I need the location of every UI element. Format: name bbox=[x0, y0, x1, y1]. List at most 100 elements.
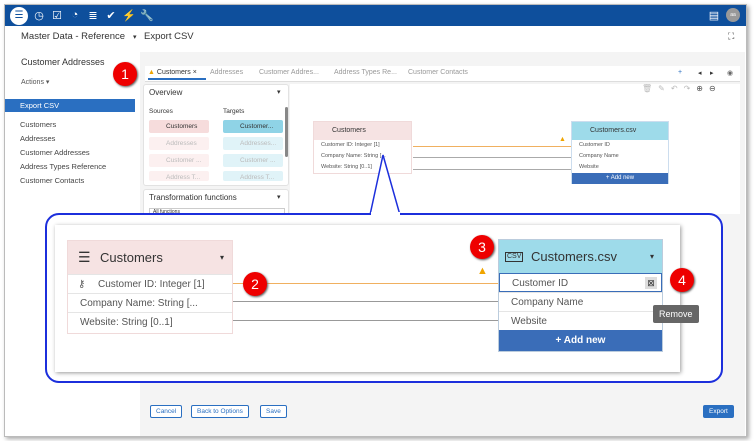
sources-label: Sources bbox=[149, 108, 173, 115]
key-icon: ⚷ bbox=[78, 279, 86, 290]
source-chip[interactable]: Addresses bbox=[149, 137, 209, 150]
export-button[interactable]: Export bbox=[703, 405, 734, 418]
target-field[interactable]: Website bbox=[499, 311, 662, 330]
canvas-toolbar: 🗑✎↶↷⊕⊖ bbox=[642, 84, 722, 93]
target-field[interactable]: Website bbox=[579, 164, 599, 170]
field-text: Customer ID: Integer [1] bbox=[98, 279, 205, 290]
source-chip[interactable]: Customers bbox=[149, 120, 209, 133]
project-name[interactable]: Master Data - Reference bbox=[21, 31, 126, 42]
target-field[interactable]: Customer ID bbox=[579, 142, 610, 148]
remove-tooltip: Remove bbox=[653, 305, 699, 323]
wrench-icon[interactable]: 🔧 bbox=[140, 10, 154, 22]
mapping-line[interactable] bbox=[413, 146, 571, 147]
chevron-down-icon[interactable]: ▾ bbox=[133, 34, 137, 41]
edit-icon[interactable]: ✎ bbox=[658, 84, 671, 93]
clock-icon[interactable]: ◷ bbox=[34, 10, 44, 22]
target-field-selected[interactable]: Customer ID ⊠ bbox=[499, 273, 662, 292]
source-field[interactable]: Website: String [0..1] bbox=[68, 312, 232, 331]
target-chip[interactable]: Address T... bbox=[223, 171, 283, 181]
mapping-line[interactable] bbox=[233, 283, 498, 284]
cancel-button[interactable]: Cancel bbox=[150, 405, 183, 418]
source-field[interactable]: ⚷ Customer ID: Integer [1] bbox=[68, 274, 232, 293]
add-new-button[interactable]: + Add new bbox=[572, 173, 668, 184]
delete-icon[interactable]: 🗑 bbox=[642, 84, 659, 93]
gauge-icon[interactable]: ◔ bbox=[71, 9, 79, 21]
save-button[interactable]: Save bbox=[260, 405, 287, 418]
source-field[interactable]: Customer ID: Integer [1] bbox=[321, 142, 380, 148]
warning-icon: ▲ bbox=[559, 136, 566, 143]
title-text: Customers.csv bbox=[531, 249, 617, 264]
sidebar-item[interactable]: Address Types Reference bbox=[20, 162, 107, 171]
mapping-line[interactable] bbox=[413, 169, 571, 170]
tab-customers[interactable]: ▲ Customers × bbox=[148, 69, 206, 80]
add-new-button[interactable]: + Add new bbox=[499, 330, 662, 351]
chevron-down-icon[interactable]: ▾ bbox=[649, 252, 654, 261]
database-icon[interactable]: ☰ bbox=[10, 7, 28, 25]
mapping-line[interactable] bbox=[413, 157, 571, 158]
fullscreen-icon[interactable]: ⛶ bbox=[728, 31, 735, 41]
scrollbar[interactable] bbox=[285, 107, 288, 157]
source-chip[interactable]: Address T... bbox=[149, 171, 209, 181]
sidebar-item-export-csv[interactable]: Export CSV bbox=[5, 99, 135, 112]
target-field[interactable]: Company Name bbox=[579, 153, 619, 159]
collapse-icon[interactable]: ▾ bbox=[277, 194, 281, 201]
overview-title: Overview bbox=[149, 88, 183, 97]
zoomed-mapping: ☰ Customers ▾ ⚷ Customer ID: Integer [1] Co… bbox=[55, 225, 699, 372]
chevron-down-icon[interactable]: ▾ bbox=[219, 253, 224, 262]
sidebar-item[interactable]: Customer Contacts bbox=[20, 176, 85, 185]
step-badge-2: 2 bbox=[243, 272, 267, 296]
remove-icon[interactable]: ⊠ bbox=[645, 277, 657, 289]
undo-icon[interactable]: ↶ bbox=[670, 84, 684, 93]
collapse-icon[interactable]: ▾ bbox=[277, 89, 281, 96]
sidebar-item[interactable]: Customer Addresses bbox=[20, 148, 90, 157]
tab-addresses[interactable]: Addresses bbox=[210, 69, 244, 76]
checkbox-icon[interactable]: ☑ bbox=[52, 10, 62, 22]
tab-bar: ▲ Customers × Addresses Customer Addres.… bbox=[145, 66, 740, 82]
warning-icon: ▲ bbox=[477, 265, 488, 277]
document-list-icon[interactable]: ▤ bbox=[708, 10, 720, 22]
sidebar-item[interactable]: Customers bbox=[20, 120, 57, 129]
target-chip[interactable]: Addresses... bbox=[223, 137, 283, 150]
actions-label: Actions bbox=[21, 79, 44, 86]
source-field[interactable]: Company Name: String [... bbox=[68, 293, 232, 312]
tab-label: Customers bbox=[156, 69, 191, 76]
tab-customer-addresses[interactable]: Customer Addres... bbox=[259, 69, 319, 76]
sidebar-item[interactable]: Addresses bbox=[20, 134, 56, 143]
mapping-line[interactable] bbox=[233, 320, 498, 321]
back-to-options-button[interactable]: Back to Options bbox=[191, 405, 249, 418]
tab-customer-contacts[interactable]: Customer Contacts bbox=[408, 69, 468, 76]
source-field[interactable]: Company Name: String [... bbox=[321, 153, 386, 159]
add-tab-icon[interactable]: + bbox=[678, 69, 683, 76]
target-chip[interactable]: Customer... bbox=[223, 120, 283, 133]
warning-icon: ▲ bbox=[148, 69, 155, 76]
task-check-icon[interactable]: ✔ bbox=[106, 10, 116, 22]
source-field[interactable]: Website: String [0..1] bbox=[321, 164, 372, 170]
data-list-icon[interactable]: ≣ bbox=[88, 10, 98, 22]
actions-menu[interactable]: Actions ▾ bbox=[21, 79, 50, 86]
source-node[interactable]: Customers Customer ID: Integer [1] Compa… bbox=[313, 121, 412, 174]
source-node-zoom[interactable]: ☰ Customers ▾ ⚷ Customer ID: Integer [1] Co… bbox=[67, 240, 233, 334]
tab-address-types[interactable]: Address Types Re... bbox=[334, 69, 397, 76]
scroll-left-icon[interactable]: ◂ bbox=[698, 70, 702, 77]
field-text: Customer ID bbox=[512, 278, 569, 289]
close-icon[interactable]: × bbox=[192, 69, 197, 76]
target-node-title: Customers.csv bbox=[572, 122, 668, 140]
zoom-in-icon[interactable]: ⊕ bbox=[696, 84, 709, 93]
source-chip[interactable]: Customer ... bbox=[149, 154, 209, 167]
top-nav-bar: ☰ ◷ ☑ ◔ ≣ ✔ ⚡ 🔧 ▤ aa bbox=[5, 5, 746, 26]
title-text: Customers bbox=[100, 250, 163, 265]
plug-icon[interactable]: ⚡ bbox=[122, 10, 136, 22]
avatar[interactable]: aa bbox=[726, 8, 740, 22]
tab-menu-icon[interactable]: ◉ bbox=[727, 70, 734, 77]
zoom-out-icon[interactable]: ⊖ bbox=[708, 84, 722, 93]
target-node-title: CSV Customers.csv ▾ bbox=[499, 240, 662, 273]
page-title: Export CSV bbox=[144, 31, 194, 42]
target-chip[interactable]: Customer ... bbox=[223, 154, 283, 167]
scroll-right-icon[interactable]: ▸ bbox=[710, 70, 714, 77]
target-node-zoom[interactable]: CSV Customers.csv ▾ Customer ID ⊠ Company N… bbox=[498, 239, 663, 352]
target-field[interactable]: Company Name bbox=[499, 292, 662, 311]
mapping-line[interactable] bbox=[233, 301, 498, 302]
transform-title: Transformation functions bbox=[149, 193, 237, 202]
target-node[interactable]: Customers.csv Customer ID Company Name W… bbox=[571, 121, 669, 184]
redo-icon[interactable]: ↷ bbox=[683, 84, 697, 93]
